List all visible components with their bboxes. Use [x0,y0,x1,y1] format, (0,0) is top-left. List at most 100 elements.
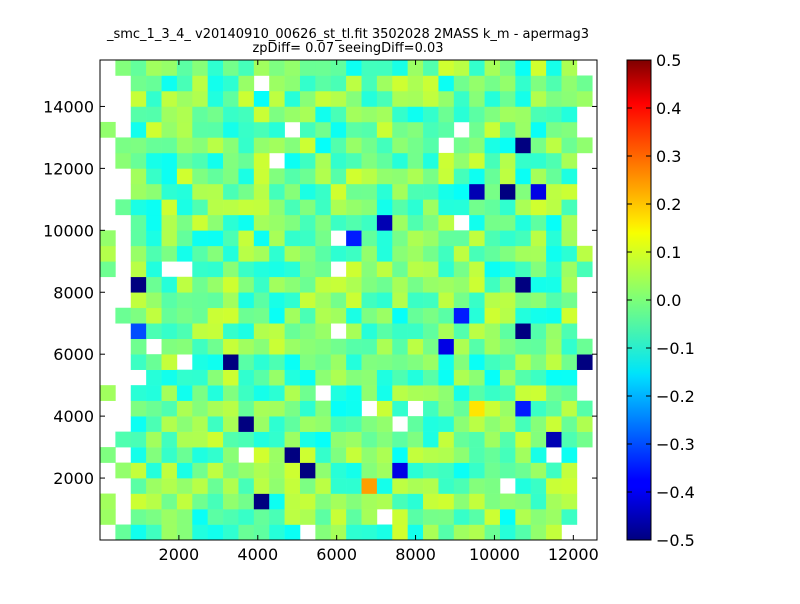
heatmap-cell [346,323,362,340]
heatmap-cell [499,307,516,324]
heatmap-cell [453,261,470,278]
heatmap-cell [346,152,362,169]
heatmap-cell [423,509,439,525]
heatmap-cell [346,106,362,123]
heatmap-cell [299,478,316,494]
heatmap-cell [253,354,270,370]
heatmap-cell [499,230,516,247]
heatmap-cell [484,524,501,541]
heatmap-cell [469,261,485,278]
heatmap-cell [392,106,408,123]
heatmap-cell [223,385,239,401]
heatmap-cell [361,152,378,169]
heatmap-cell [269,416,285,432]
heatmap-cell [469,354,485,370]
heatmap-cell [238,478,255,494]
heatmap-cell [469,168,485,185]
heatmap-cell [253,338,270,355]
heatmap-cell [423,106,439,123]
heatmap-cell [269,214,285,231]
colorbar-tick-label: 0.1 [656,243,681,262]
heatmap-cell [130,230,147,247]
heatmap-cell [284,385,301,401]
heatmap-cell [284,416,301,432]
heatmap-cell [238,385,255,401]
heatmap-cell [484,447,501,463]
heatmap-cell [207,447,224,463]
heatmap-cell [376,354,393,370]
heatmap-cell [561,416,578,432]
heatmap-cell [561,152,578,169]
heatmap-cell [561,338,578,355]
heatmap-cell [346,183,362,200]
y-tick-label: 8000 [53,283,94,302]
heatmap-cell [561,369,578,386]
heatmap-cell [546,214,562,231]
heatmap-cell [161,338,178,355]
heatmap-cell [269,524,285,541]
heatmap-cell [499,60,516,76]
heatmap-cell [530,168,547,185]
heatmap-cell [392,292,408,309]
heatmap-cell [453,152,470,169]
heatmap-cell [499,183,516,200]
heatmap-cell [315,276,332,293]
heatmap-cell [284,338,301,355]
heatmap-cell [361,369,378,386]
colorbar-tick-label: 0.4 [656,99,681,118]
heatmap-cell [392,168,408,185]
heatmap-cell [407,90,424,107]
heatmap-cell [392,462,408,479]
heatmap-cell [253,106,270,123]
heatmap-cell [438,447,455,463]
heatmap-cell [484,493,501,510]
heatmap-cell [423,462,439,479]
heatmap-cell [192,400,208,417]
heatmap-cell [484,90,501,107]
heatmap-cell [453,493,470,510]
heatmap-cell [530,245,547,262]
heatmap-cell [453,478,470,494]
heatmap-cell [361,183,378,200]
heatmap-cell [376,168,393,185]
heatmap-cell [546,106,562,123]
heatmap-cell [392,338,408,355]
heatmap-cell [315,292,332,309]
heatmap-cell [253,137,270,154]
heatmap-cell [438,168,455,185]
heatmap-cell [530,524,547,541]
heatmap-cell [115,137,132,154]
heatmap-cell [284,307,301,324]
heatmap-cell [146,90,162,107]
heatmap-cell [146,214,162,231]
heatmap-cell [130,493,147,510]
heatmap-cell [407,276,424,293]
heatmap-cell [238,137,255,154]
heatmap-cell [546,524,562,541]
heatmap-cell [269,447,285,463]
heatmap-cell [376,230,393,247]
heatmap-cell [576,416,593,432]
heatmap-cell [223,183,239,200]
heatmap-cell [392,385,408,401]
heatmap-cell [146,369,162,386]
heatmap-cell [530,400,547,417]
heatmap-cell [284,75,301,92]
heatmap-cell [530,354,547,370]
heatmap-cell [499,90,516,107]
heatmap-cell [146,230,162,247]
heatmap-cell [315,416,332,432]
heatmap-cell [330,354,347,370]
heatmap-cell [438,292,455,309]
heatmap-cell [146,121,162,138]
heatmap-cell [284,214,301,231]
heatmap-cell [238,338,255,355]
heatmap-cell [561,90,578,107]
heatmap-cell [330,338,347,355]
heatmap-cell [407,462,424,479]
heatmap-cell [423,199,439,216]
heatmap-cell [453,323,470,340]
heatmap-cell [176,338,193,355]
heatmap-cell [192,416,208,432]
heatmap-cell [238,524,255,541]
